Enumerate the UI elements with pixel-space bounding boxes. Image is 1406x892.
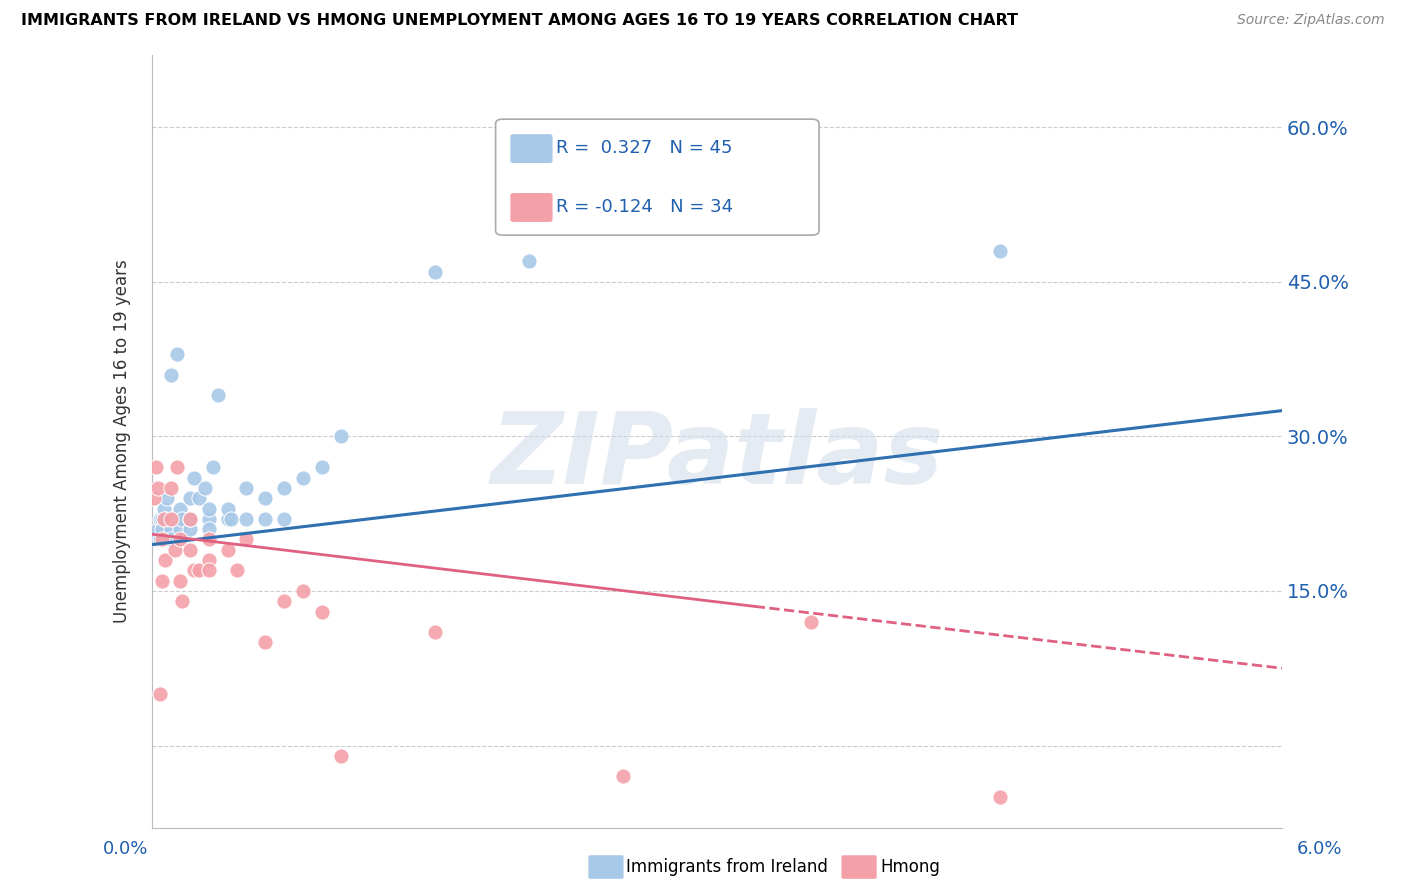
Point	[169, 522, 191, 536]
Point	[217, 542, 239, 557]
Point	[423, 625, 446, 640]
Point	[152, 512, 174, 526]
Point	[160, 522, 183, 536]
Text: Source: ZipAtlas.com: Source: ZipAtlas.com	[1237, 13, 1385, 28]
Point	[988, 790, 1011, 805]
Point	[183, 470, 205, 484]
Point	[172, 512, 194, 526]
Text: Immigrants from Ireland: Immigrants from Ireland	[626, 858, 828, 876]
Point	[163, 512, 186, 526]
Point	[179, 542, 201, 557]
Point	[517, 254, 540, 268]
Point	[143, 491, 166, 506]
Point	[226, 563, 249, 577]
Point	[291, 583, 314, 598]
Point	[146, 481, 169, 495]
Point	[188, 563, 211, 577]
Y-axis label: Unemployment Among Ages 16 to 19 years: Unemployment Among Ages 16 to 19 years	[114, 260, 131, 624]
Point	[155, 512, 177, 526]
Point	[235, 481, 257, 495]
Point	[194, 481, 217, 495]
Point	[706, 171, 728, 186]
Point	[273, 512, 295, 526]
Point	[150, 574, 173, 588]
Point	[150, 522, 173, 536]
Point	[311, 460, 333, 475]
Point	[179, 512, 201, 526]
Point	[197, 522, 219, 536]
Point	[197, 512, 219, 526]
Point	[167, 512, 190, 526]
Point	[423, 264, 446, 278]
Point	[149, 512, 172, 526]
Point	[149, 533, 172, 547]
Point	[179, 512, 201, 526]
Point	[329, 748, 352, 763]
Point	[217, 501, 239, 516]
Point	[188, 491, 211, 506]
Point	[152, 501, 174, 516]
Point	[197, 553, 219, 567]
Point	[612, 769, 634, 783]
Point	[254, 512, 277, 526]
Text: 6.0%: 6.0%	[1298, 840, 1343, 858]
Point	[254, 635, 277, 649]
Point	[197, 501, 219, 516]
Point	[169, 533, 191, 547]
Point	[145, 460, 167, 475]
Point	[166, 347, 188, 361]
Point	[150, 512, 173, 526]
Point	[146, 522, 169, 536]
Point	[291, 470, 314, 484]
Point	[160, 481, 183, 495]
Point	[150, 533, 173, 547]
Point	[273, 481, 295, 495]
Point	[311, 605, 333, 619]
Point	[201, 460, 224, 475]
Point	[179, 522, 201, 536]
Point	[217, 512, 239, 526]
Point	[163, 542, 186, 557]
Point	[149, 687, 172, 701]
Point	[169, 501, 191, 516]
Text: R = -0.124   N = 34: R = -0.124 N = 34	[557, 199, 733, 217]
Text: ZIPatlas: ZIPatlas	[491, 409, 943, 506]
Point	[197, 563, 219, 577]
Point	[166, 460, 188, 475]
Point	[254, 491, 277, 506]
Text: R =  0.327   N = 45: R = 0.327 N = 45	[557, 139, 733, 157]
Point	[145, 533, 167, 547]
Point	[155, 553, 177, 567]
Point	[235, 533, 257, 547]
Point	[160, 512, 183, 526]
Point	[988, 244, 1011, 258]
Point	[800, 615, 823, 629]
Point	[183, 563, 205, 577]
Point	[172, 594, 194, 608]
Point	[197, 533, 219, 547]
Point	[160, 533, 183, 547]
Text: 0.0%: 0.0%	[103, 840, 148, 858]
Point	[160, 368, 183, 382]
Point	[179, 491, 201, 506]
Point	[235, 512, 257, 526]
Text: Hmong: Hmong	[880, 858, 941, 876]
Point	[273, 594, 295, 608]
Text: IMMIGRANTS FROM IRELAND VS HMONG UNEMPLOYMENT AMONG AGES 16 TO 19 YEARS CORRELAT: IMMIGRANTS FROM IRELAND VS HMONG UNEMPLO…	[21, 13, 1018, 29]
Point	[207, 388, 229, 402]
Point	[329, 429, 352, 443]
Point	[221, 512, 243, 526]
Point	[156, 491, 179, 506]
Point	[169, 574, 191, 588]
